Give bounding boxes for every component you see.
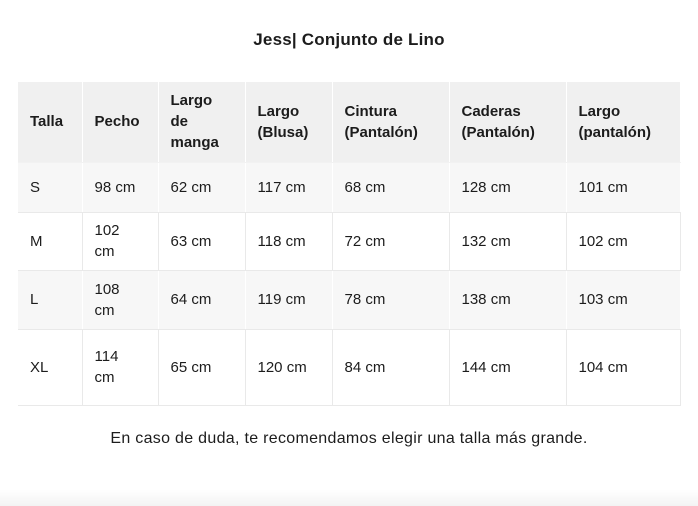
column-header-pecho: Pecho bbox=[82, 82, 159, 163]
column-header-cintura-pantalon: Cintura (Pantalón) bbox=[332, 82, 450, 163]
size-cell: L bbox=[18, 270, 83, 330]
value-cell: 62 cm bbox=[158, 162, 246, 213]
column-header-largo-manga: Largo de manga bbox=[158, 82, 246, 163]
column-header-talla: Talla bbox=[18, 82, 83, 163]
table-row-xl: XL 114 cm 65 cm 120 cm 84 cm 144 cm 104 … bbox=[18, 329, 681, 406]
value-cell: 98 cm bbox=[82, 162, 159, 213]
value-cell: 119 cm bbox=[245, 270, 333, 330]
value-cell: 63 cm bbox=[158, 212, 246, 271]
column-header-largo-pantalon: Largo (pantalón) bbox=[566, 82, 681, 163]
value-cell: 117 cm bbox=[245, 162, 333, 213]
value-cell: 64 cm bbox=[158, 270, 246, 330]
value-cell: 108 cm bbox=[82, 270, 159, 330]
size-table: Talla Pecho Largo de manga Largo (Blusa)… bbox=[18, 82, 681, 406]
value-cell: 138 cm bbox=[449, 270, 567, 330]
value-cell: 72 cm bbox=[332, 212, 450, 271]
value-cell: 102 cm bbox=[566, 212, 681, 271]
value-cell: 78 cm bbox=[332, 270, 450, 330]
value-cell: 144 cm bbox=[449, 329, 567, 406]
value-cell: 120 cm bbox=[245, 329, 333, 406]
table-row-m: M 102 cm 63 cm 118 cm 72 cm 132 cm 102 c… bbox=[18, 212, 681, 271]
size-cell: XL bbox=[18, 329, 83, 406]
page-title: Jess| Conjunto de Lino bbox=[253, 30, 445, 49]
value-cell: 128 cm bbox=[449, 162, 567, 213]
size-cell: S bbox=[18, 162, 83, 213]
value-cell: 104 cm bbox=[566, 329, 681, 406]
value-cell: 118 cm bbox=[245, 212, 333, 271]
value-cell: 114 cm bbox=[82, 329, 159, 406]
table-row-s: S 98 cm 62 cm 117 cm 68 cm 128 cm 101 cm bbox=[18, 162, 681, 213]
sizing-advice-note: En caso de duda, te recomendamos elegir … bbox=[110, 429, 588, 447]
table-header-row: Talla Pecho Largo de manga Largo (Blusa)… bbox=[18, 82, 681, 163]
value-cell: 103 cm bbox=[566, 270, 681, 330]
table-row-l: L 108 cm 64 cm 119 cm 78 cm 138 cm 103 c… bbox=[18, 270, 681, 330]
value-cell: 101 cm bbox=[566, 162, 681, 213]
size-cell: M bbox=[18, 212, 83, 271]
next-section-edge bbox=[0, 490, 698, 506]
value-cell: 132 cm bbox=[449, 212, 567, 271]
value-cell: 84 cm bbox=[332, 329, 450, 406]
column-header-caderas-pantalon: Caderas (Pantalón) bbox=[449, 82, 567, 163]
column-header-largo-blusa: Largo (Blusa) bbox=[245, 82, 333, 163]
value-cell: 68 cm bbox=[332, 162, 450, 213]
value-cell: 65 cm bbox=[158, 329, 246, 406]
size-chart-section: Jess| Conjunto de Lino Talla Pecho Largo… bbox=[0, 30, 698, 506]
value-cell: 102 cm bbox=[82, 212, 159, 271]
